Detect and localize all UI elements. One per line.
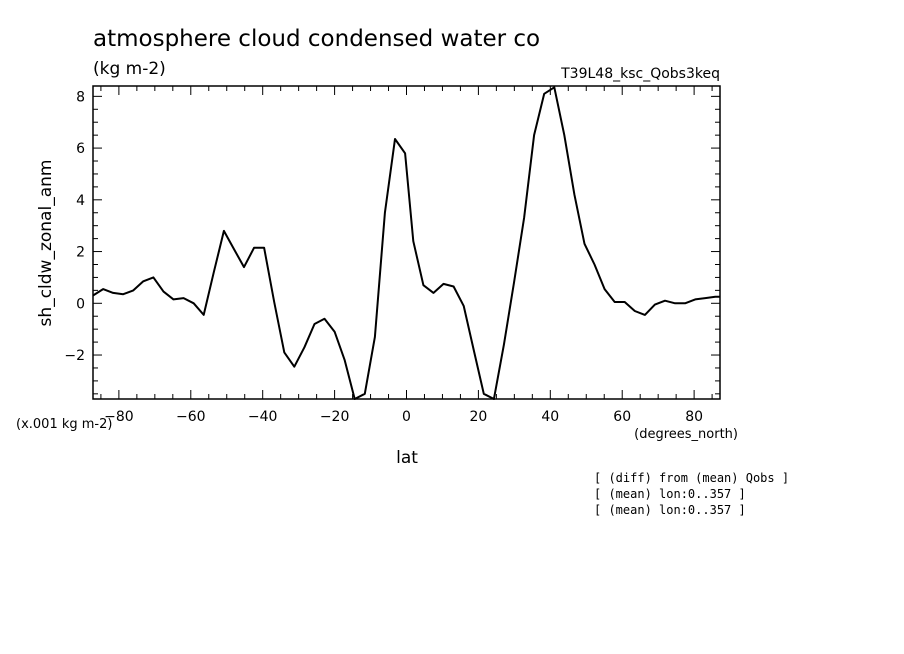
- x-tick-label: 40: [541, 409, 559, 425]
- y-tick-label: 4: [76, 193, 85, 209]
- x-tick-label: 60: [613, 409, 631, 425]
- run-label: T39L48_ksc_Qobs3keq: [560, 66, 720, 82]
- x-tick-labels: −80 −60 −40 −20 0 20 40 60 80: [104, 409, 703, 425]
- footnote: [ (mean) lon:0..357 ]: [594, 503, 746, 517]
- x-tick-label: 80: [685, 409, 703, 425]
- plot-frame: [92, 85, 721, 400]
- x-axis-label: lat: [396, 448, 418, 468]
- y-tick-label: −2: [64, 348, 85, 364]
- scale-note: (x.001 kg m-2): [16, 417, 112, 432]
- chart-title: atmosphere cloud condensed water co: [93, 26, 540, 52]
- x-units-label: (degrees_north): [634, 427, 738, 442]
- y-axis-label: sh_cldw_zonal_anm: [36, 160, 56, 327]
- y-tick-label: 8: [76, 89, 85, 105]
- y-tick-label: 6: [76, 141, 85, 157]
- x-tick-label: −60: [176, 409, 206, 425]
- x-tick-label: −20: [320, 409, 350, 425]
- units-label: (kg m-2): [93, 59, 166, 79]
- y-tick-label: 2: [76, 245, 85, 261]
- footnote: [ (mean) lon:0..357 ]: [594, 487, 746, 501]
- y-tick-label: 0: [76, 296, 85, 312]
- footnote: [ (diff) from (mean) Qobs ]: [594, 471, 789, 485]
- y-tick-labels: −2 0 2 4 6 8: [64, 89, 85, 364]
- x-tick-label: −40: [248, 409, 278, 425]
- data-line: [92, 86, 720, 400]
- x-tick-label: −80: [104, 409, 134, 425]
- x-tick-label: 20: [469, 409, 487, 425]
- x-tick-label: 0: [402, 409, 411, 425]
- axis-ticks: [93, 86, 720, 399]
